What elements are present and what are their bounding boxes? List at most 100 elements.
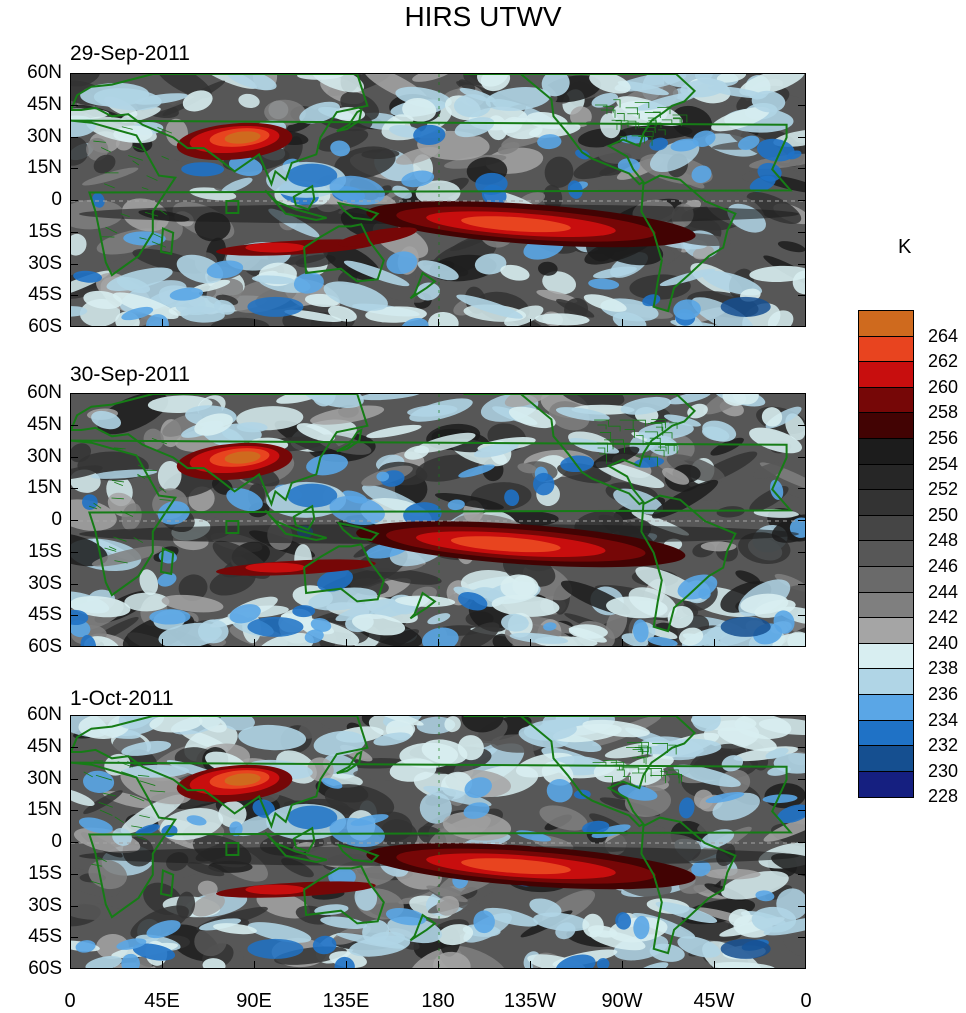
- lat-label: 60S: [28, 958, 62, 979]
- lat-label: 45S: [28, 604, 62, 626]
- lon-tick: [714, 319, 715, 327]
- colorbar-swatch: [859, 694, 913, 721]
- utwv-field: [71, 716, 805, 968]
- lat-tick: [70, 168, 78, 170]
- colorbar-level-label: 236: [928, 684, 959, 704]
- lat-label: 45S: [28, 926, 62, 948]
- colorbar-level-label: 262: [928, 351, 959, 372]
- lat-tick: [798, 905, 806, 907]
- lat-label: 60N: [27, 382, 62, 403]
- lat-tick: [798, 520, 806, 521]
- lon-tick: [254, 639, 255, 647]
- lat-tick: [70, 873, 78, 875]
- colorbar-swatch: [859, 669, 913, 695]
- lat-tick: [798, 104, 806, 106]
- lat-tick: [798, 810, 806, 812]
- lat-label: 60S: [28, 636, 62, 657]
- lon-tick: [438, 639, 439, 647]
- lat-tick: [798, 488, 806, 490]
- lat-tick: [70, 295, 78, 297]
- lat-tick: [798, 937, 806, 939]
- lat-label: 45N: [27, 93, 62, 115]
- lat-label: 15S: [28, 220, 62, 242]
- lon-tick: [346, 639, 347, 647]
- colorbar-swatch: [859, 490, 913, 516]
- colorbar-level-label: 252: [928, 479, 959, 500]
- lat-tick: [798, 136, 806, 138]
- lon-tick: [438, 961, 439, 969]
- panel-date-3: 1-Oct-2011: [70, 687, 174, 710]
- lon-tick: [714, 961, 715, 969]
- lat-label: 30S: [28, 894, 62, 916]
- lon-label: 45E: [144, 990, 180, 1012]
- lat-tick: [798, 615, 806, 617]
- lat-tick: [798, 583, 806, 585]
- colorbar-swatch: [859, 746, 913, 772]
- lat-tick: [798, 746, 806, 748]
- lat-tick: [798, 842, 806, 843]
- lat-tick: [70, 583, 78, 585]
- lat-label: 45N: [27, 413, 62, 435]
- lon-label: 90W: [601, 990, 643, 1012]
- lat-label: 0: [51, 509, 62, 530]
- lat-tick: [70, 104, 78, 106]
- lat-label: 45N: [27, 735, 62, 757]
- colorbar-swatch: [859, 362, 913, 388]
- lon-tick: [530, 639, 531, 647]
- colorbar-level-label: 242: [928, 607, 959, 628]
- colorbar-swatch: [859, 311, 913, 337]
- lon-tick: [530, 961, 531, 969]
- lon-tick: [622, 961, 623, 969]
- lat-tick: [798, 551, 806, 553]
- lon-label: 135E: [322, 990, 370, 1012]
- lat-tick: [798, 456, 806, 458]
- colorbar-swatch: [859, 643, 913, 670]
- lat-label: 15S: [28, 540, 62, 562]
- colorbar-level-label: 248: [928, 530, 959, 551]
- lon-tick: [162, 319, 163, 327]
- lon-tick: [254, 961, 255, 969]
- lat-tick: [798, 873, 806, 875]
- lat-label: 30S: [28, 572, 62, 594]
- lon-tick: [162, 961, 163, 969]
- colorbar-level-label: 230: [928, 760, 959, 781]
- lat-tick: [70, 136, 78, 138]
- colorbar-level-label: 256: [928, 428, 959, 448]
- lat-tick: [70, 842, 78, 843]
- map-panel-1: [70, 73, 806, 327]
- lon-label: 135W: [503, 990, 557, 1012]
- lat-label: 0: [51, 831, 62, 852]
- utwv-field: [71, 74, 805, 326]
- lat-label: 60N: [27, 62, 62, 83]
- lat-label: 15S: [28, 862, 62, 884]
- lon-tick: [254, 319, 255, 327]
- colorbar-swatch: [859, 771, 913, 798]
- lat-label: 0: [51, 189, 62, 210]
- lon-tick: [530, 319, 531, 327]
- lat-tick: [70, 263, 78, 265]
- colorbar-level-label: 240: [928, 632, 959, 653]
- panel-date-1: 29-Sep-2011: [70, 42, 190, 65]
- lat-tick: [70, 551, 78, 553]
- lon-tick: [438, 319, 439, 327]
- colorbar-swatch: [859, 720, 913, 747]
- lat-tick: [70, 520, 78, 521]
- colorbar-swatch: [859, 566, 913, 593]
- colorbar-swatch: [859, 541, 913, 567]
- lat-tick: [70, 778, 78, 780]
- colorbar: [858, 310, 914, 799]
- lat-tick: [70, 615, 78, 617]
- lat-label: 15N: [27, 799, 62, 821]
- colorbar-swatch: [859, 387, 913, 414]
- lat-tick: [798, 295, 806, 297]
- colorbar-level-label: 258: [928, 402, 959, 423]
- lat-label: 15N: [27, 157, 62, 179]
- map-panel-3: [70, 715, 806, 969]
- colorbar-unit: K: [898, 236, 912, 258]
- lon-tick: [346, 961, 347, 969]
- lon-label: 45W: [693, 990, 735, 1012]
- lon-tick: [346, 319, 347, 327]
- lat-label: 15N: [27, 477, 62, 499]
- lat-tick: [70, 746, 78, 748]
- lat-label: 60S: [28, 316, 62, 337]
